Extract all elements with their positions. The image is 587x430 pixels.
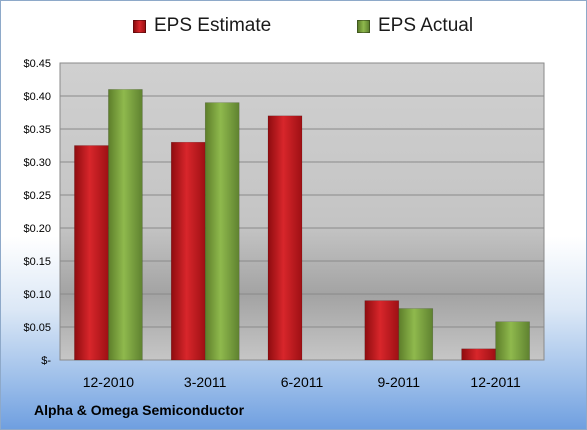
bar-estimate-12-2011 xyxy=(461,348,496,361)
y-tick-label: $0.30 xyxy=(23,157,51,169)
bar-actual-12-2010 xyxy=(108,89,143,361)
x-tick-label: 6-2011 xyxy=(281,374,324,390)
y-tick-label: $0.35 xyxy=(23,124,51,136)
y-tick-label: $0.10 xyxy=(23,289,51,301)
x-tick-label: 3-2011 xyxy=(184,374,227,390)
bar-estimate-3-2011 xyxy=(170,141,206,361)
legend-swatch-estimate xyxy=(133,19,146,33)
y-tick-label: $0.15 xyxy=(23,256,51,268)
legend: EPS Estimate EPS Actual xyxy=(1,15,586,41)
bar-estimate-6-2011 xyxy=(267,115,303,361)
y-tick-label: $0.20 xyxy=(23,223,51,235)
y-tick-label: $0.25 xyxy=(23,190,51,202)
y-tick-label: $0.05 xyxy=(23,322,51,334)
x-tick-label: 12-2010 xyxy=(83,374,135,390)
y-tick-label: $- xyxy=(41,355,51,367)
legend-swatch-actual xyxy=(357,19,370,33)
bar-actual-3-2011 xyxy=(204,102,240,361)
bar-actual-12-2011 xyxy=(495,321,530,361)
y-tick-label: $0.40 xyxy=(23,91,51,103)
bar-estimate-9-2011 xyxy=(364,300,400,361)
x-tick-label: 9-2011 xyxy=(378,374,421,390)
x-tick-label: 12-2011 xyxy=(470,374,521,390)
legend-label-actual: EPS Actual xyxy=(378,15,474,36)
y-tick-label: $0.45 xyxy=(23,58,51,70)
bar-estimate-12-2010 xyxy=(74,145,109,361)
legend-item-estimate: EPS Estimate xyxy=(133,15,271,37)
company-name: Alpha & Omega Semiconductor xyxy=(34,402,245,418)
legend-label-estimate: EPS Estimate xyxy=(154,15,272,36)
bar-actual-9-2011 xyxy=(398,308,434,361)
legend-item-actual: EPS Actual xyxy=(357,15,473,37)
